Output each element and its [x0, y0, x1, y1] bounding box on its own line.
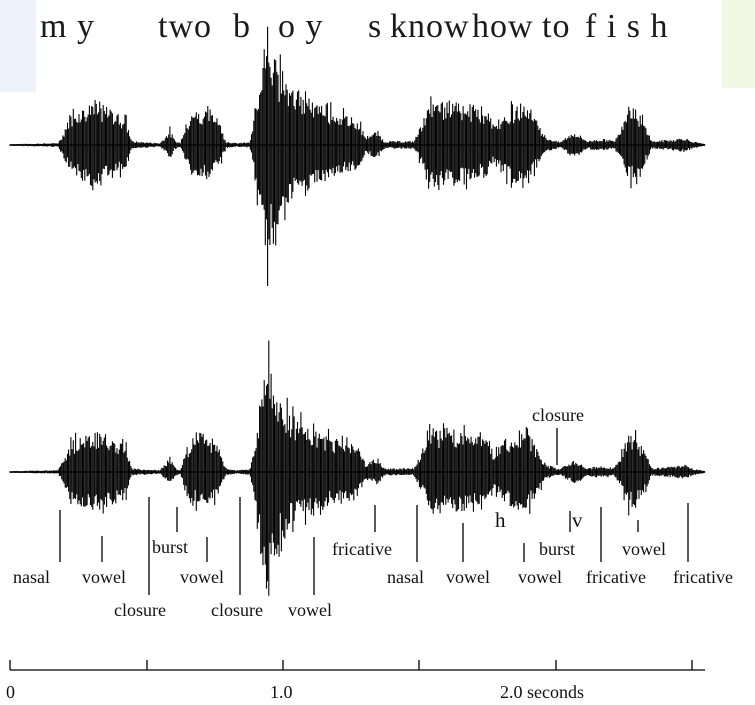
phone-label-h: h — [495, 508, 506, 532]
word-to: to — [542, 8, 571, 45]
segment-label-burst-2: burst — [539, 539, 575, 559]
time-tick-label-2: 2.0 seconds — [500, 682, 584, 702]
segment-label-fricative-3: fricative — [673, 567, 733, 587]
word-fish: f i s h — [585, 8, 669, 45]
segment-label-fricative-2: fricative — [586, 567, 646, 587]
word-b: b — [233, 8, 251, 45]
waveform-top — [9, 26, 706, 286]
segment-label-closure-3: closure — [532, 405, 584, 425]
segment-label-nasal-1: nasal — [13, 567, 50, 587]
background-panel-right — [722, 0, 755, 88]
time-tick-label-0: 0 — [6, 682, 15, 702]
segment-label-vowel-6: vowel — [622, 539, 666, 559]
time-axis — [9, 660, 705, 671]
word-how: how — [472, 8, 534, 45]
segment-label-closure-2: closure — [211, 600, 263, 620]
segment-label-vowel-4: vowel — [446, 567, 490, 587]
background-panel-left — [0, 0, 36, 92]
segment-label-closure-1: closure — [114, 600, 166, 620]
word-s: s — [368, 8, 383, 45]
waveform-bottom — [9, 340, 706, 596]
phone-label-v: v — [572, 508, 583, 532]
segment-label-burst-1: burst — [152, 537, 188, 557]
segment-label-fricative-1: fricative — [332, 539, 392, 559]
time-tick-label-1: 1.0 — [270, 682, 293, 702]
segment-label-vowel-5: vowel — [518, 567, 562, 587]
word-my: m y — [40, 8, 95, 45]
segment-label-vowel-3: vowel — [288, 600, 332, 620]
segment-label-vowel-1: vowel — [82, 567, 126, 587]
word-two: two — [158, 8, 212, 45]
word-know: know — [390, 8, 470, 45]
segment-label-vowel-2: vowel — [180, 567, 224, 587]
word-oy: o y — [278, 8, 324, 45]
segment-label-nasal-2: nasal — [387, 567, 424, 587]
segment-marker-lines — [59, 428, 689, 595]
